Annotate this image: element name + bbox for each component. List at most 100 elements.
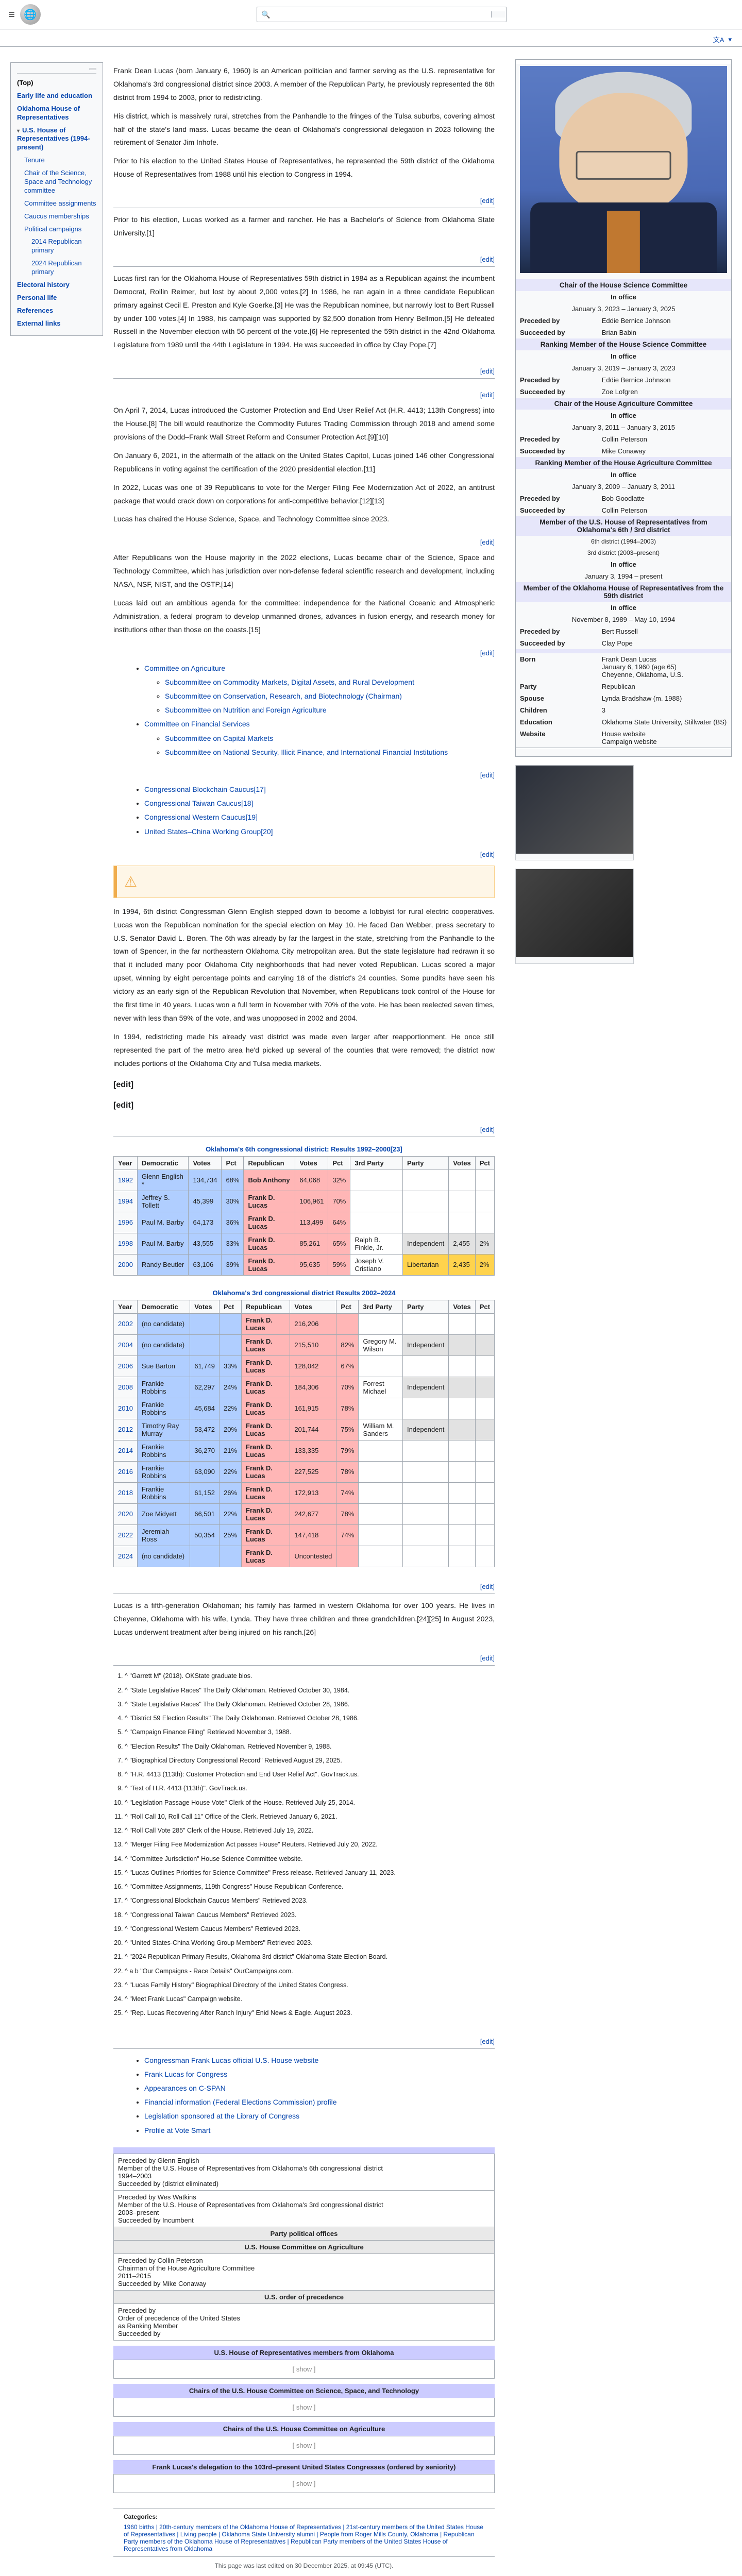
caucus-item-1[interactable]: Congressional Taiwan Caucus[18] xyxy=(144,797,495,810)
edit-link-references[interactable]: [edit] xyxy=(480,1654,495,1662)
category-link-0[interactable]: 1960 births | xyxy=(124,2523,159,2531)
unsourced-notice-box: ⚠ xyxy=(113,866,495,898)
edit-link-early-life[interactable]: [edit] xyxy=(480,197,495,205)
toc-item-8[interactable]: Political campaigns xyxy=(17,223,96,236)
toc-item-10[interactable]: 2024 Republican primary xyxy=(17,257,96,279)
lead-paragraph-2: Prior to his election to the United Stat… xyxy=(113,155,495,181)
category-link-3[interactable]: Living people | xyxy=(180,2531,222,2538)
committee-subitem-1-0[interactable]: Subcommittee on Capital Markets xyxy=(165,732,495,745)
electoral-1-row-4: 2000 Randy Beutler 63,106 39% Frank D. Lucas… xyxy=(114,1254,495,1275)
wikipedia-logo[interactable]: 🌐 xyxy=(20,4,44,25)
reference-item-6[interactable]: ^ "Biographical Directory Congressional … xyxy=(125,1755,495,1766)
edit-link-primary-2024[interactable]: [edit] xyxy=(113,1101,133,1110)
toc-item-13[interactable]: References xyxy=(17,304,96,317)
toc-item-14[interactable]: External links xyxy=(17,317,96,330)
tenure-paras-3: Lucas has chaired the House Science, Spa… xyxy=(113,513,495,526)
reference-item-12[interactable]: ^ "Merger Filing Fee Modernization Act p… xyxy=(125,1839,495,1850)
reference-item-0[interactable]: ^ "Garrett M" (2018). OKState graduate b… xyxy=(125,1671,495,1682)
main-content: Frank Dean Lucas (born January 6, 1960) … xyxy=(103,54,505,2576)
edit-link-committee-assignments[interactable]: [edit] xyxy=(480,649,495,657)
external-link-item-3[interactable]: Financial information (Federal Elections… xyxy=(144,2096,495,2109)
reference-item-2[interactable]: ^ "State Legislative Races" The Daily Ok… xyxy=(125,1699,495,1710)
search-button[interactable] xyxy=(491,11,506,18)
external-link-item-1[interactable]: Frank Lucas for Congress xyxy=(144,2068,495,2081)
category-link-5[interactable]: People from Roger Mills County, Oklahoma… xyxy=(320,2531,444,2538)
edit-link-tenure[interactable]: [edit] xyxy=(480,391,495,399)
toc-item-1[interactable]: Early life and education xyxy=(17,90,96,103)
electoral-2-row-2: 2006 Sue Barton 61,749 33% Frank D. Lucas 128… xyxy=(114,1355,495,1377)
committee-item-1[interactable]: Committee on Financial ServicesSubcommit… xyxy=(144,718,495,759)
nav-table-1[interactable]: Chairs of the U.S. House Committee on Sc… xyxy=(113,2384,495,2417)
hamburger-icon[interactable]: ≡ xyxy=(8,8,15,21)
edit-link-caucus-memberships[interactable]: [edit] xyxy=(480,771,495,779)
external-link-item-2[interactable]: Appearances on C-SPAN xyxy=(144,2082,495,2095)
reference-item-1[interactable]: ^ "State Legislative Races" The Daily Ok… xyxy=(125,1685,495,1696)
toc-item-3[interactable]: ▾ U.S. House of Representatives (1994-pre… xyxy=(17,124,96,155)
references-list-wrapper: ^ "Garrett M" (2018). OKState graduate b… xyxy=(113,1671,495,2022)
category-link-4[interactable]: Oklahoma State University alumni | xyxy=(222,2531,320,2538)
toc-item-9[interactable]: 2014 Republican primary xyxy=(17,235,96,257)
caucus-item-0[interactable]: Congressional Blockchain Caucus[17] xyxy=(144,783,495,796)
caucus-item-2[interactable]: Congressional Western Caucus[19] xyxy=(144,811,495,824)
committee-subitem-0-0[interactable]: Subcommittee on Commodity Markets, Digit… xyxy=(165,676,495,689)
category-link-1[interactable]: 20th-century members of the Oklahoma Hou… xyxy=(159,2523,346,2531)
committee-subitem-0-1[interactable]: Subcommittee on Conservation, Research, … xyxy=(165,690,495,703)
external-link-item-0[interactable]: Congressman Frank Lucas official U.S. Ho… xyxy=(144,2054,495,2067)
electoral-2-table: Oklahoma's 3rd congressional district Re… xyxy=(113,1286,495,1567)
language-selector[interactable]: 文A ▾ xyxy=(713,35,732,44)
reference-item-16[interactable]: ^ "Congressional Blockchain Caucus Membe… xyxy=(125,1895,495,1906)
toc-item-6[interactable]: Committee assignments xyxy=(17,197,96,210)
reference-item-10[interactable]: ^ "Roll Call 10, Roll Call 11" Office of… xyxy=(125,1811,495,1822)
search-input[interactable] xyxy=(275,7,491,22)
committee-subitem-0-2[interactable]: Subcommittee on Nutrition and Foreign Ag… xyxy=(165,704,495,717)
edit-link-primary-2014[interactable]: [edit] xyxy=(113,1080,133,1089)
reference-item-9[interactable]: ^ "Legislation Passage House Vote" Clerk… xyxy=(125,1798,495,1808)
nav-table-2[interactable]: Chairs of the U.S. House Committee on Ag… xyxy=(113,2422,495,2455)
committee-item-0[interactable]: Committee on AgricultureSubcommittee on … xyxy=(144,662,495,717)
edit-link-oklahoma-house[interactable]: [edit] xyxy=(480,256,495,263)
caucus-item-3[interactable]: United States–China Working Group[20] xyxy=(144,825,495,838)
reference-item-22[interactable]: ^ "Lucas Family History" Biographical Di… xyxy=(125,1980,495,1991)
reference-item-15[interactable]: ^ "Committee Assignments, 119th Congress… xyxy=(125,1882,495,1892)
reference-item-20[interactable]: ^ "2024 Republican Primary Results, Okla… xyxy=(125,1952,495,1962)
chevron-down-icon: ▾ xyxy=(728,36,732,44)
reference-item-19[interactable]: ^ "United States-China Working Group Mem… xyxy=(125,1938,495,1948)
search-box[interactable]: 🔍 xyxy=(257,7,506,22)
external-link-item-5[interactable]: Profile at Vote Smart xyxy=(144,2124,495,2137)
toc-item-2[interactable]: Oklahoma House of Representatives xyxy=(17,103,96,124)
reference-item-18[interactable]: ^ "Congressional Western Caucus Members"… xyxy=(125,1924,495,1935)
toc-item-4[interactable]: Tenure xyxy=(17,154,96,167)
external-link-item-4[interactable]: Legislation sponsored at the Library of … xyxy=(144,2110,495,2123)
precedence-row-0: Preceded by Order of precedence of the Un… xyxy=(114,2303,495,2340)
reference-item-21[interactable]: ^ a b "Our Campaigns - Race Details" Our… xyxy=(125,1966,495,1977)
reference-item-4[interactable]: ^ "Campaign Finance Filing" Retrieved No… xyxy=(125,1727,495,1738)
toc-item-7[interactable]: Caucus memberships xyxy=(17,210,96,223)
reference-item-24[interactable]: ^ "Rep. Lucas Recovering After Ranch Inj… xyxy=(125,2008,495,2019)
hide-contents-button[interactable] xyxy=(89,68,96,70)
wiki-branding: ≡ 🌐 xyxy=(8,4,44,25)
edit-link-political-campaigns[interactable]: [edit] xyxy=(480,851,495,858)
edit-link-electoral-history[interactable]: [edit] xyxy=(480,1126,495,1133)
edit-link-external-links[interactable]: [edit] xyxy=(480,2038,495,2045)
reference-item-11[interactable]: ^ "Roll Call Vote 285" Clerk of the Hous… xyxy=(125,1825,495,1836)
toc-item-0[interactable]: (Top) xyxy=(17,77,96,90)
edit-link-us-house[interactable]: [edit] xyxy=(480,367,495,375)
reference-item-7[interactable]: ^ "H.R. 4413 (113th): Customer Protectio… xyxy=(125,1769,495,1780)
electoral-2-row-11: 2024 (no candidate) Frank D. Lucas Uncontes… xyxy=(114,1546,495,1567)
edit-link-science-chair[interactable]: [edit] xyxy=(480,538,495,546)
toc-item-12[interactable]: Personal life xyxy=(17,292,96,304)
nav-table-0[interactable]: U.S. House of Representatives members fr… xyxy=(113,2346,495,2379)
reference-item-17[interactable]: ^ "Congressional Taiwan Caucus Members" … xyxy=(125,1910,495,1921)
reference-item-8[interactable]: ^ "Text of H.R. 4413 (113th)". GovTrack.… xyxy=(125,1783,495,1794)
electoral-2-row-5: 2012 Timothy Ray Murray 53,472 20% Frank D. … xyxy=(114,1419,495,1440)
reference-item-3[interactable]: ^ "District 59 Election Results" The Dai… xyxy=(125,1713,495,1724)
reference-item-23[interactable]: ^ "Meet Frank Lucas" Campaign website. xyxy=(125,1994,495,2005)
reference-item-14[interactable]: ^ "Lucas Outlines Priorities for Science… xyxy=(125,1868,495,1878)
toc-item-5[interactable]: Chair of the Science, Space and Technolo… xyxy=(17,167,96,197)
toc-item-11[interactable]: Electoral history xyxy=(17,279,96,292)
reference-item-5[interactable]: ^ "Election Results" The Daily Oklahoman… xyxy=(125,1741,495,1752)
edit-link-personal-life[interactable]: [edit] xyxy=(480,1583,495,1590)
committee-subitem-1-1[interactable]: Subcommittee on National Security, Illic… xyxy=(165,746,495,759)
reference-item-13[interactable]: ^ "Committee Jurisdiction" House Science… xyxy=(125,1854,495,1865)
nav-table-3[interactable]: Frank Lucas's delegation to the 103rd–pr… xyxy=(113,2460,495,2493)
